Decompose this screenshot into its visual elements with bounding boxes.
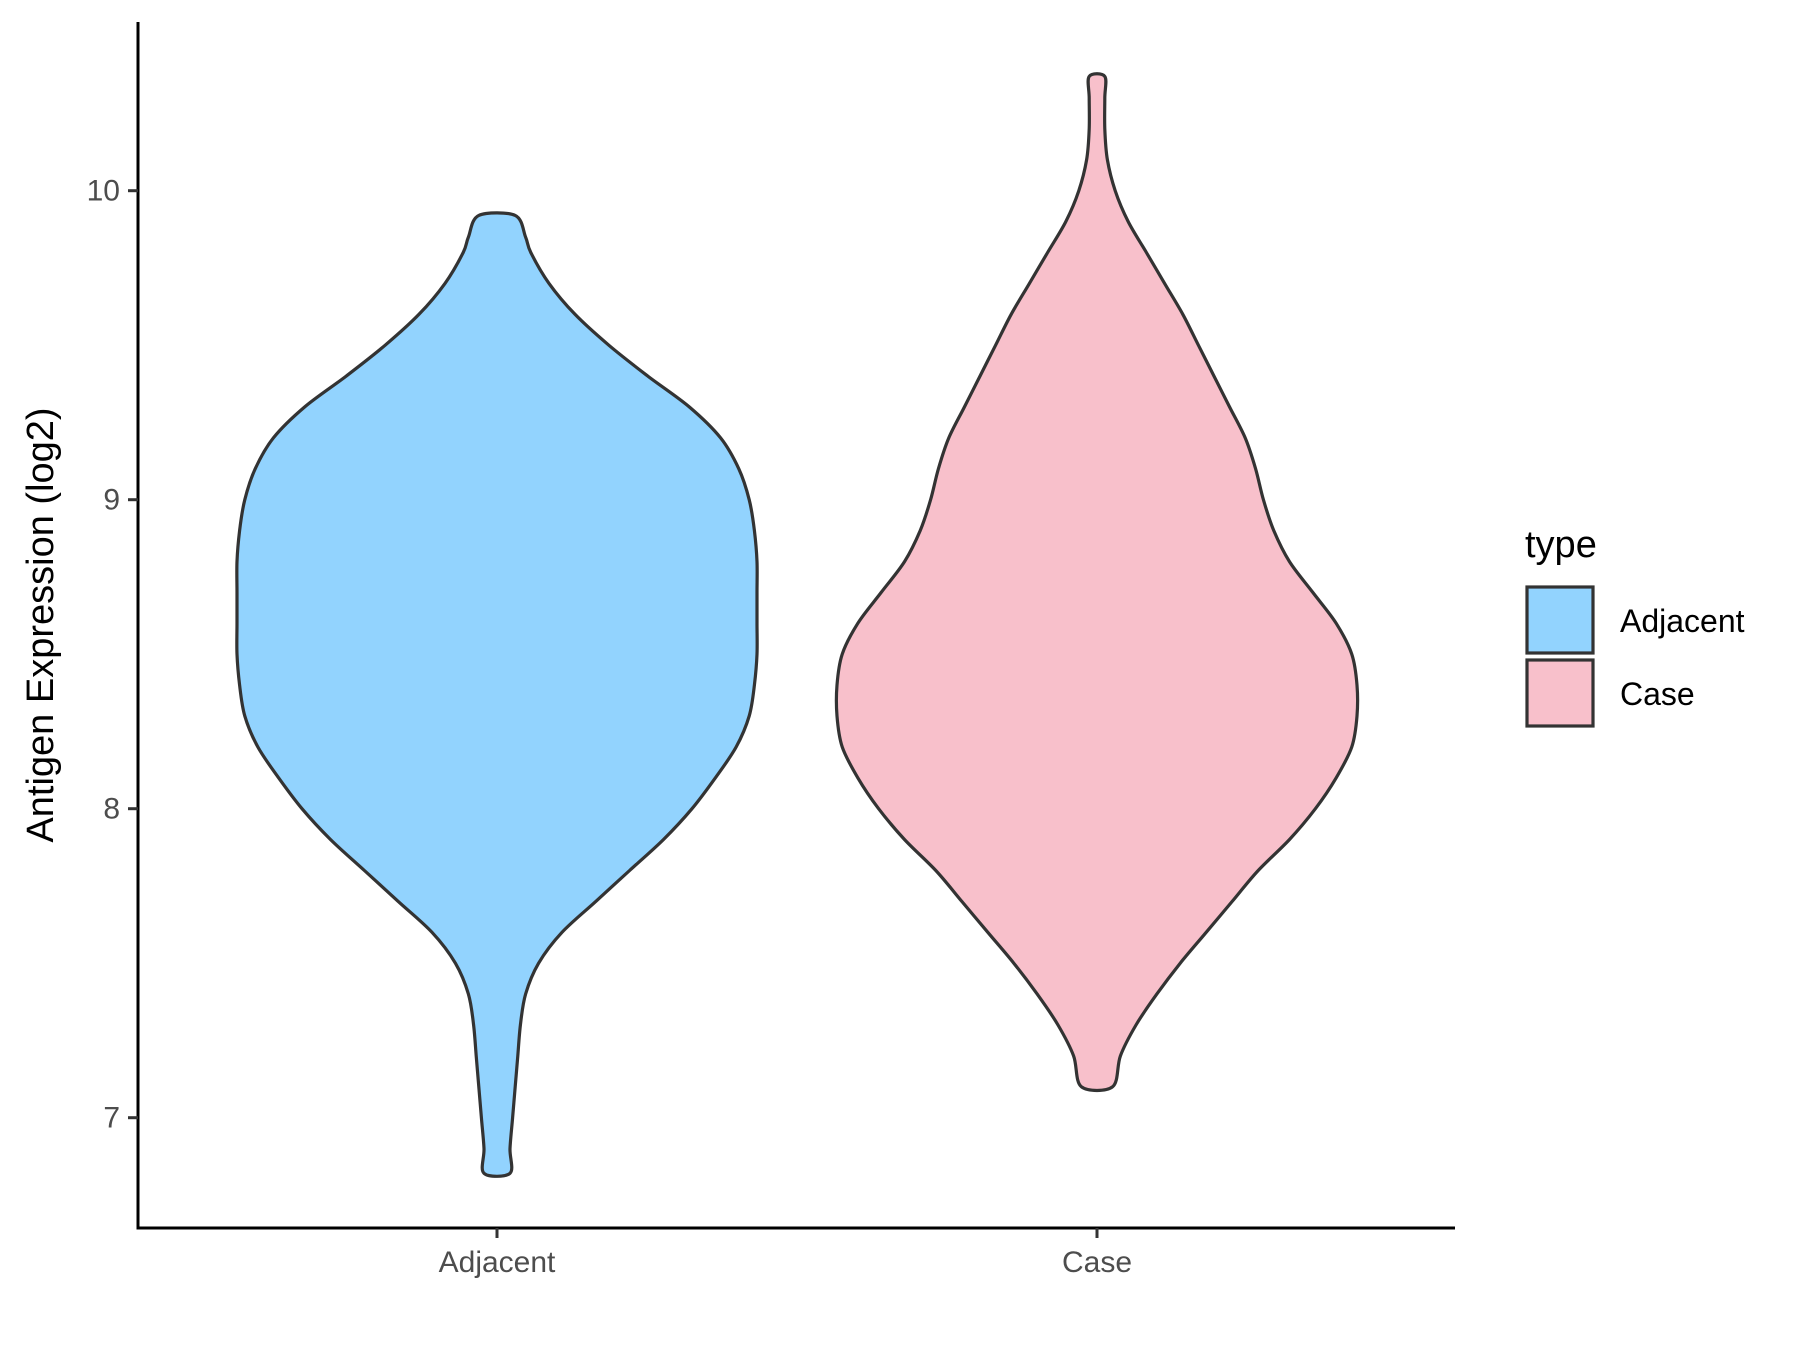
y-tick-label: 10 <box>87 175 120 208</box>
axes-layer <box>128 22 1455 1238</box>
violins-layer <box>235 72 1360 1178</box>
legend-title: type <box>1525 524 1597 566</box>
x-tick-label-case: Case <box>1062 1246 1132 1279</box>
violin-adjacent <box>235 211 759 1178</box>
y-axis-title: Antigen Expression (log2) <box>20 407 62 842</box>
labels-layer: 7 8 9 10 Adjacent Case Antigen Expression (log… <box>20 175 1132 1279</box>
legend-swatch-case <box>1525 658 1595 728</box>
legend-label-adjacent: Adjacent <box>1620 603 1745 639</box>
legend-swatch-adjacent <box>1525 585 1595 655</box>
legend: type Adjacent Case <box>1525 524 1745 728</box>
legend-label-case: Case <box>1620 676 1695 712</box>
y-tick-label: 7 <box>103 1102 120 1135</box>
y-tick-label: 9 <box>103 484 120 517</box>
y-tick-label: 8 <box>103 793 120 826</box>
x-tick-label-adjacent: Adjacent <box>439 1246 556 1279</box>
violin-case <box>834 72 1360 1093</box>
